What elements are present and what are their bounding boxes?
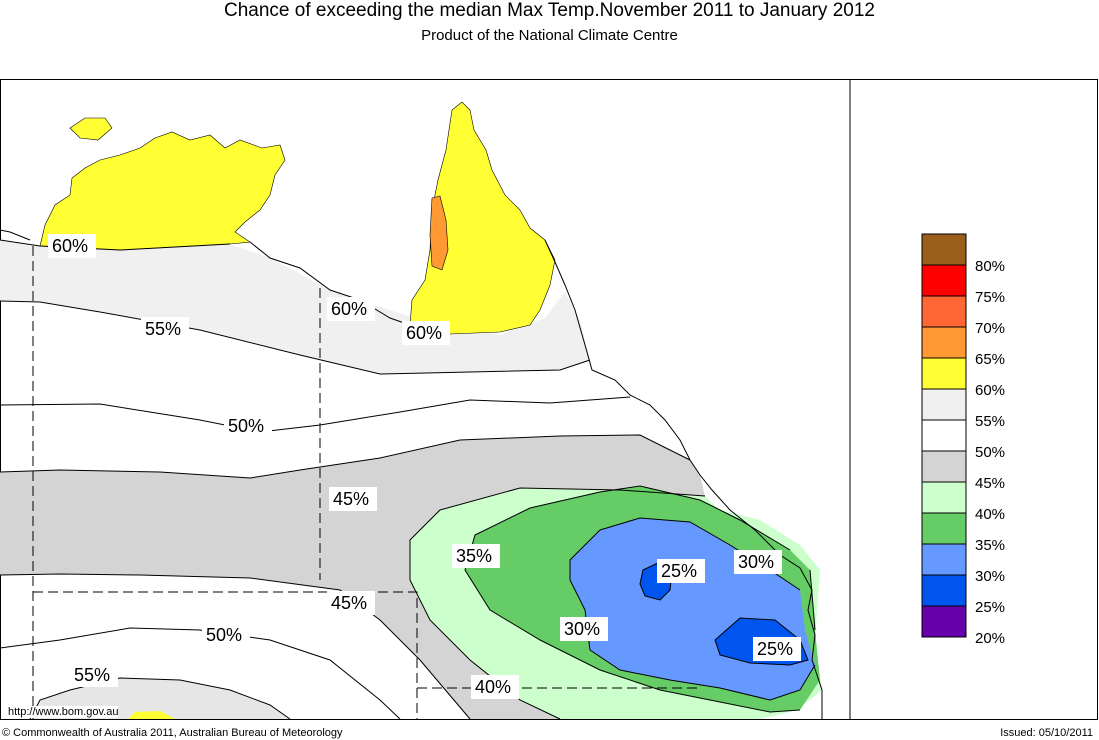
legend-label: 50% bbox=[975, 444, 1005, 461]
legend-swatch bbox=[921, 326, 967, 359]
legend-label: 45% bbox=[975, 475, 1005, 492]
contour-label: 30% bbox=[738, 552, 774, 572]
legend-swatch bbox=[921, 450, 967, 483]
legend-swatch bbox=[921, 419, 967, 452]
state-borders bbox=[32, 246, 700, 719]
contour-label: 60% bbox=[331, 299, 367, 319]
coastline-north bbox=[0, 229, 411, 326]
legend-label: 55% bbox=[975, 413, 1005, 430]
source-url[interactable]: http://www.bom.gov.au bbox=[8, 706, 119, 718]
legend-label: 70% bbox=[975, 320, 1005, 337]
contour-label: 60% bbox=[52, 236, 88, 256]
map-title: Chance of exceeding the median Max Temp.… bbox=[224, 0, 875, 21]
contour-label: 35% bbox=[456, 546, 492, 566]
legend-swatch bbox=[921, 357, 967, 390]
contour-label: 55% bbox=[74, 665, 110, 685]
region-65 bbox=[429, 195, 449, 271]
contour-label: 60% bbox=[406, 323, 442, 343]
contour-label: 45% bbox=[331, 593, 367, 613]
legend-label: 30% bbox=[975, 568, 1005, 585]
forecast-map: 60% 60% 60% 55% 50% 45% 45% 50% 55% 35% … bbox=[0, 79, 1098, 720]
contour-label: 50% bbox=[206, 625, 242, 645]
isolines bbox=[0, 239, 816, 720]
region-60-tiwi bbox=[69, 117, 113, 141]
contour-label: 55% bbox=[145, 319, 181, 339]
region-60-south bbox=[128, 711, 175, 719]
legend-label: 60% bbox=[975, 382, 1005, 399]
copyright-text: © Commonwealth of Australia 2011, Austra… bbox=[2, 727, 343, 739]
legend-swatch bbox=[921, 512, 967, 545]
region-60-topend bbox=[39, 131, 286, 251]
contour-label: 45% bbox=[333, 489, 369, 509]
contour-label: 25% bbox=[757, 639, 793, 659]
legend-label: 75% bbox=[975, 289, 1005, 306]
legend-label: 80% bbox=[975, 258, 1005, 275]
legend-swatch bbox=[921, 264, 967, 297]
legend: 80% 75% 70% 65% 60% 55% 50% 45% 40% 35% 30% 25% 20% bbox=[921, 233, 1005, 647]
legend-label: 35% bbox=[975, 537, 1005, 554]
contour-labels: 60% 60% 60% 55% 50% 45% 45% 50% 55% 35% … bbox=[48, 234, 801, 699]
legend-swatch bbox=[921, 295, 967, 328]
legend-label: 40% bbox=[975, 506, 1005, 523]
legend-swatch bbox=[921, 233, 967, 266]
legend-swatch bbox=[921, 605, 967, 638]
issued-date: Issued: 05/10/2011 bbox=[1000, 727, 1093, 739]
contour-label: 25% bbox=[661, 561, 697, 581]
coastline bbox=[544, 239, 823, 719]
contour-label: 30% bbox=[564, 619, 600, 639]
legend-label: 25% bbox=[975, 599, 1005, 616]
legend-swatch bbox=[921, 481, 967, 514]
contour-label: 40% bbox=[475, 677, 511, 697]
legend-swatch bbox=[921, 388, 967, 421]
legend-label: 65% bbox=[975, 351, 1005, 368]
contour-label: 50% bbox=[228, 416, 264, 436]
legend-swatch bbox=[921, 574, 967, 607]
legend-label: 20% bbox=[975, 630, 1005, 647]
legend-swatch bbox=[921, 543, 967, 576]
map-subtitle: Product of the National Climate Centre bbox=[421, 27, 678, 44]
region-45-band bbox=[0, 435, 705, 719]
